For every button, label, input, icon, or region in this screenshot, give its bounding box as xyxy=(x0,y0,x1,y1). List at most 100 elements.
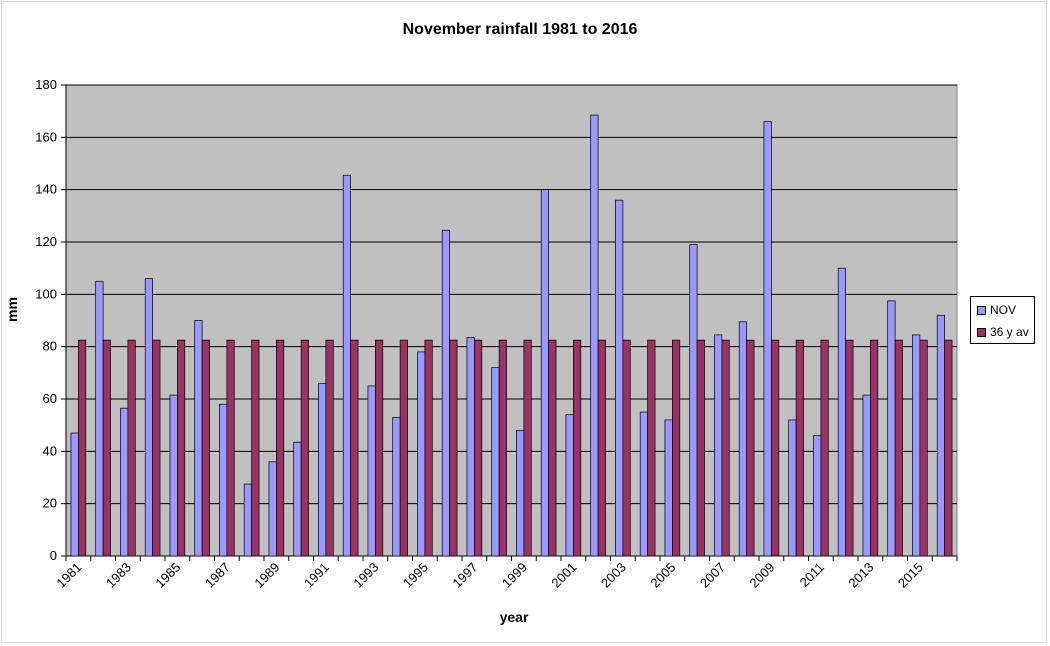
bar-average xyxy=(944,339,953,557)
bar-average xyxy=(276,339,285,557)
x-tick-label: 1981 xyxy=(53,560,84,591)
legend-swatch-nov xyxy=(977,305,986,315)
x-tick-label: 1991 xyxy=(301,560,332,591)
x-tick-label: 1987 xyxy=(202,560,233,591)
bar-nov xyxy=(615,199,624,557)
x-tick-label: 2007 xyxy=(697,560,728,591)
legend-item-average: 36 y av xyxy=(977,325,1029,339)
bar-average xyxy=(721,339,730,557)
bar-average xyxy=(102,339,111,557)
bar-average xyxy=(498,339,507,557)
bar-average xyxy=(894,339,903,557)
bar-average xyxy=(820,339,829,557)
bar-nov xyxy=(540,189,549,557)
bar-average xyxy=(622,339,631,557)
bar-average xyxy=(152,339,161,557)
x-tick-label: 1989 xyxy=(251,560,282,591)
bar-average xyxy=(474,339,483,557)
bar-nov xyxy=(813,435,822,557)
bar-nov xyxy=(169,394,178,557)
bar-nov xyxy=(318,382,327,557)
bar-nov xyxy=(70,432,79,557)
bar-average xyxy=(375,339,384,557)
bar-nov xyxy=(342,174,351,557)
bar-average xyxy=(771,339,780,557)
bar-nov xyxy=(714,334,723,557)
bar-nov xyxy=(120,407,129,557)
bar-average xyxy=(870,339,879,557)
y-tick-label: 40 xyxy=(43,443,57,458)
bar-average xyxy=(177,339,186,557)
bar-average xyxy=(325,339,334,557)
bar-average xyxy=(845,339,854,557)
chart-title: November rainfall 1981 to 2016 xyxy=(402,21,638,38)
bar-nov xyxy=(194,320,203,557)
bar-average xyxy=(795,339,804,557)
bar-average xyxy=(424,339,433,557)
bar-average xyxy=(746,339,755,557)
bar-nov xyxy=(516,430,525,557)
bar-average xyxy=(226,339,235,557)
bar-nov xyxy=(565,414,574,557)
bar-nov xyxy=(936,314,945,557)
bar-nov xyxy=(95,280,104,557)
bar-nov xyxy=(763,121,772,557)
y-tick-label: 0 xyxy=(50,548,57,563)
bar-nov xyxy=(887,300,896,557)
bar-average xyxy=(449,339,458,557)
x-tick-label: 2005 xyxy=(647,560,678,591)
bar-average xyxy=(350,339,359,557)
bar-nov xyxy=(367,385,376,557)
legend-label-nov: NOV xyxy=(990,303,1017,317)
bar-average xyxy=(399,339,408,557)
x-tick-label: 2013 xyxy=(845,560,876,591)
bar-nov xyxy=(491,367,500,557)
bar-nov xyxy=(639,411,648,557)
bar-nov xyxy=(466,337,475,557)
x-tick-label: 1995 xyxy=(400,560,431,591)
y-tick-label: 180 xyxy=(35,77,57,92)
y-tick-label: 80 xyxy=(43,339,57,354)
legend-label-average: 36 y av xyxy=(990,325,1029,339)
bar-average xyxy=(523,339,532,557)
bar-nov xyxy=(862,394,871,557)
y-tick-label: 120 xyxy=(35,234,57,249)
bar-average xyxy=(919,339,928,557)
bar-nov xyxy=(689,244,698,557)
bar-average xyxy=(696,339,705,557)
bar-average xyxy=(672,339,681,557)
bar-nov xyxy=(664,419,673,557)
bar-average xyxy=(201,339,210,557)
y-tick-label: 60 xyxy=(43,391,57,406)
y-tick-label: 160 xyxy=(35,129,57,144)
legend-item-nov: NOV xyxy=(977,303,1016,317)
bar-nov xyxy=(837,267,846,557)
x-axis-label: year xyxy=(499,609,529,625)
x-tick-label: 1993 xyxy=(350,560,381,591)
bar-nov xyxy=(219,403,228,557)
bar-average xyxy=(127,339,136,557)
x-tick-label: 2011 xyxy=(797,560,827,590)
bar-nov xyxy=(293,441,302,557)
bar-nov xyxy=(417,351,426,557)
x-tick-label: 1997 xyxy=(449,560,480,591)
bar-nov xyxy=(590,114,599,557)
bar-average xyxy=(300,339,309,557)
legend-swatch-average xyxy=(977,327,986,337)
bar-nov xyxy=(144,278,153,557)
bar-nov xyxy=(268,461,277,557)
x-tick-label: 2001 xyxy=(548,560,579,591)
legend: NOV 36 y av xyxy=(970,296,1035,344)
bar-nov xyxy=(912,334,921,557)
bar-nov xyxy=(243,483,252,557)
x-tick-label: 1999 xyxy=(499,560,530,591)
bar-average xyxy=(573,339,582,557)
bar-nov xyxy=(738,321,747,557)
bar-nov xyxy=(788,419,797,557)
bar-average xyxy=(647,339,656,557)
x-tick-label: 1985 xyxy=(152,560,183,591)
x-tick-label: 2009 xyxy=(746,560,777,591)
y-tick-label: 20 xyxy=(43,496,57,511)
bar-average xyxy=(251,339,260,557)
bar-average xyxy=(78,339,87,557)
